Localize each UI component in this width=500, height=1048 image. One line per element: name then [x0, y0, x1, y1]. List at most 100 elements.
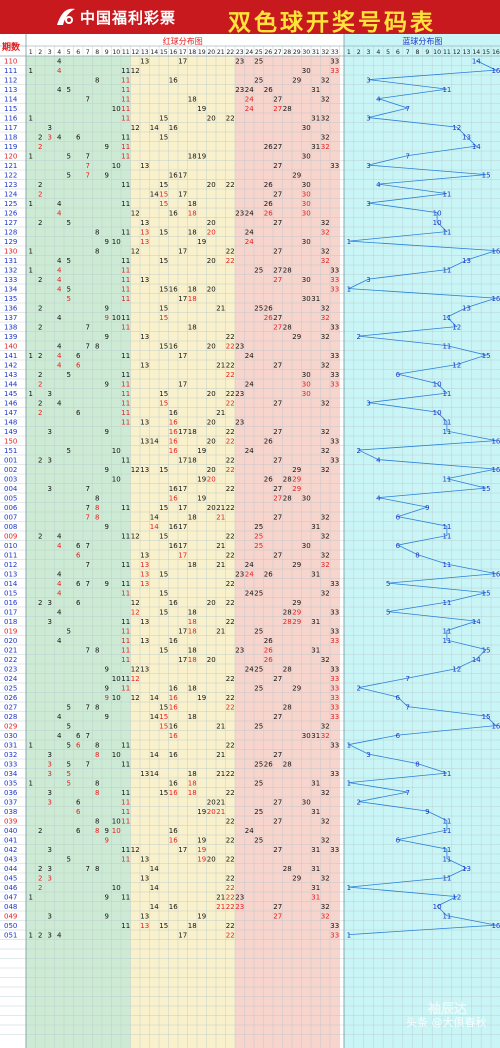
- red-ball-number: 26: [264, 647, 273, 655]
- red-ball-number: 11: [121, 656, 130, 664]
- period-label: 011: [4, 552, 17, 560]
- red-ball-number: 31: [311, 571, 320, 579]
- red-ball-number: 17: [178, 656, 187, 664]
- red-ball-number: 16: [169, 485, 178, 493]
- red-ball-number: 19: [197, 447, 206, 455]
- red-ball-number: 33: [330, 704, 339, 712]
- blue-column-header: 13: [463, 49, 471, 56]
- blue-ball-number: 14: [472, 58, 481, 66]
- red-ball-number: 2: [38, 143, 42, 151]
- red-column-header: 10: [112, 49, 120, 56]
- period-label: 028: [4, 713, 17, 721]
- red-ball-number: 20: [207, 438, 216, 446]
- blue-ball-number: 1: [347, 238, 351, 246]
- red-ball-number: 21: [216, 514, 225, 522]
- blue-ball-number: 11: [442, 827, 451, 835]
- period-label: 029: [4, 723, 17, 731]
- red-ball-number: 4: [57, 286, 62, 294]
- red-ball-number: 1: [29, 67, 33, 75]
- red-ball-number: 22: [226, 818, 235, 826]
- red-ball-number: 29: [292, 618, 301, 626]
- red-ball-number: 9: [105, 523, 109, 531]
- red-ball-number: 33: [330, 742, 339, 750]
- red-ball-number: 16: [169, 837, 178, 845]
- red-ball-number: 22: [226, 884, 235, 892]
- period-label: 045: [4, 875, 17, 883]
- red-ball-number: 10: [112, 162, 121, 170]
- red-ball-number: 27: [273, 314, 282, 322]
- red-ball-number: 14: [150, 124, 159, 132]
- red-ball-number: 3: [48, 761, 52, 769]
- red-ball-number: 5: [67, 704, 71, 712]
- red-ball-number: 26: [264, 305, 273, 313]
- red-ball-number: 13: [140, 466, 149, 474]
- red-ball-number: 33: [330, 267, 339, 275]
- red-ball-number: 30: [302, 276, 311, 284]
- red-ball-number: 11: [121, 580, 130, 588]
- red-ball-number: 20: [207, 115, 216, 123]
- red-ball-number: 16: [169, 685, 178, 693]
- red-ball-number: 24: [245, 105, 254, 113]
- red-ball-number: 33: [330, 666, 339, 674]
- red-ball-number: 15: [159, 922, 168, 930]
- red-ball-number: 31: [311, 647, 320, 655]
- red-ball-number: 26: [264, 210, 273, 218]
- red-ball-number: 22: [226, 390, 235, 398]
- blue-ball-number: 2: [356, 685, 360, 693]
- red-ball-number: 1: [29, 200, 33, 208]
- red-column-header: 6: [76, 49, 80, 56]
- red-ball-number: 9: [105, 466, 109, 474]
- red-ball-number: 13: [140, 856, 149, 864]
- blue-ball-number: 16: [491, 295, 500, 303]
- period-label: 003: [4, 476, 17, 484]
- red-column-header: 20: [207, 49, 215, 56]
- red-column-header: 22: [226, 49, 234, 56]
- period-label: 120: [4, 153, 17, 161]
- red-ball-number: 22: [226, 466, 235, 474]
- blue-ball-number: 11: [442, 818, 451, 826]
- blue-ball-number: 14: [472, 656, 481, 664]
- red-ball-number: 3: [48, 751, 52, 759]
- red-ball-number: 18: [188, 200, 197, 208]
- red-ball-number: 3: [48, 485, 52, 493]
- red-ball-number: 30: [302, 181, 311, 189]
- red-ball-number: 18: [188, 647, 197, 655]
- red-ball-number: 11: [121, 77, 130, 85]
- red-ball-number: 19: [197, 913, 206, 921]
- red-ball-number: 6: [76, 362, 81, 370]
- blue-ball-number: 12: [452, 894, 461, 902]
- red-ball-number: 17: [178, 172, 187, 180]
- red-ball-number: 28: [283, 476, 292, 484]
- red-ball-number: 14: [150, 770, 159, 778]
- red-ball-number: 29: [292, 476, 301, 484]
- red-ball-number: 11: [121, 533, 130, 541]
- red-ball-number: 16: [169, 704, 178, 712]
- red-ball-number: 31: [311, 732, 320, 740]
- red-ball-number: 1: [29, 932, 33, 940]
- red-ball-number: 11: [121, 105, 130, 113]
- red-ball-number: 6: [76, 134, 81, 142]
- red-ball-number: 26: [264, 637, 273, 645]
- red-ball-number: 15: [159, 229, 168, 237]
- period-label: 139: [4, 333, 17, 341]
- blue-ball-number: 11: [442, 599, 451, 607]
- red-ball-number: 27: [273, 400, 282, 408]
- red-ball-number: 23: [235, 210, 244, 218]
- red-ball-number: 17: [178, 191, 187, 199]
- red-ball-number: 20: [207, 808, 216, 816]
- blue-ball-number: 2: [356, 333, 360, 341]
- red-ball-number: 13: [140, 580, 149, 588]
- red-ball-number: 12: [131, 694, 140, 702]
- period-label: 027: [4, 704, 17, 712]
- period-label: 134: [4, 286, 18, 294]
- period-label: 149: [4, 428, 17, 436]
- red-ball-number: 26: [264, 438, 273, 446]
- red-ball-number: 13: [140, 276, 149, 284]
- red-ball-number: 8: [95, 827, 99, 835]
- red-ball-number: 18: [188, 324, 197, 332]
- red-ball-number: 30: [302, 124, 311, 132]
- blue-zone-bg: [344, 34, 500, 1048]
- red-ball-number: 8: [95, 865, 99, 873]
- period-label: 119: [4, 143, 17, 151]
- red-ball-number: 33: [330, 371, 339, 379]
